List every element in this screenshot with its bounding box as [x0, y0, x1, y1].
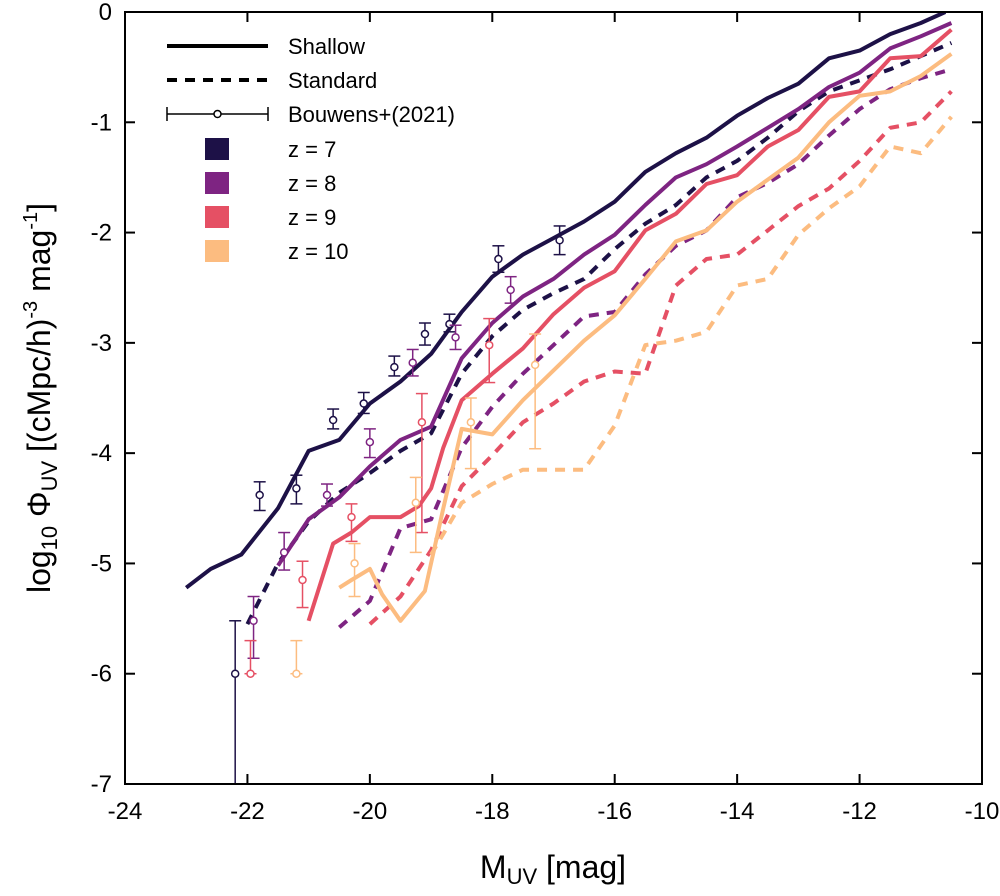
y-tick-label: -7: [91, 771, 112, 798]
obs-z8-3-point: [365, 437, 375, 447]
series-line-z8-shallow: [276, 21, 953, 567]
x-tick-label: -18: [475, 798, 510, 825]
legend-swatch-z9: [205, 206, 229, 228]
legend-swatch-z8: [205, 172, 229, 194]
x-axis-label: MUV [mag]: [480, 849, 626, 889]
series-line-z9-standard: [368, 89, 953, 626]
observations-layer: [229, 225, 566, 784]
legend-redshift-label: z = 7: [288, 137, 336, 162]
series-line-z9-shallow: [306, 28, 953, 622]
obs-z7-2-point: [292, 484, 301, 493]
obs-z9-3-point: [417, 418, 427, 427]
series-line-z8-standard: [337, 67, 952, 629]
y-axis-label: log10 ΦUV [(cMpc/h)-3 mag-1]: [20, 203, 62, 593]
y-tick-label: -4: [91, 440, 112, 467]
obs-z7-6-point: [420, 329, 430, 339]
legend-redshift-label: z = 10: [288, 239, 349, 264]
obs-z9-0-point: [246, 669, 255, 678]
obs-z7-5-point: [390, 362, 399, 372]
series-line-z10-standard: [429, 115, 953, 556]
series-line-z10-shallow: [338, 52, 953, 623]
obs-z10-1-point: [350, 559, 359, 568]
obs-z8-1-point: [279, 548, 289, 557]
x-tick-label: -14: [720, 798, 755, 825]
obs-z8-0-point: [249, 616, 258, 626]
obs-z10-3-point: [466, 418, 476, 427]
obs-z7-1-point: [255, 490, 264, 500]
obs-z10-4-point: [530, 360, 540, 370]
y-tick-label: 0: [99, 0, 112, 26]
legend-label: Bouwens+(2021): [288, 102, 455, 127]
x-tick-label: -22: [230, 798, 265, 825]
x-tick-label: -24: [108, 798, 143, 825]
x-tick-label: -10: [965, 798, 1000, 825]
x-tick-label: -20: [353, 798, 388, 825]
y-tick-label: -3: [91, 330, 112, 357]
y-tick-label: -1: [91, 109, 112, 136]
obs-z7-0-point: [230, 669, 240, 678]
obs-z7-7-point: [445, 319, 454, 329]
obs-z8-4-point: [408, 358, 417, 367]
series-line-z7-shallow: [184, 12, 947, 590]
obs-z7-3-point: [328, 415, 338, 425]
y-tick-label: -6: [91, 661, 112, 688]
obs-z8-5-point: [451, 333, 460, 342]
legend: Shallow Standard Bouwens+(2021) z = 7 z = 8 z…: [166, 34, 455, 264]
obs-z9-4-point: [484, 340, 494, 350]
x-tick-label: -12: [842, 798, 877, 825]
series-layer: [184, 12, 953, 629]
obs-z8-2-point: [322, 490, 332, 500]
legend-label: Standard: [288, 68, 377, 93]
legend-swatch-z7: [205, 138, 229, 160]
ticks-layer: -24 -22 -20 -18 -16 -14 -12 -10 0 -1 -2 -3 -4 -5 -6 -7: [91, 0, 1000, 825]
obs-z7-9-point: [555, 236, 564, 245]
obs-z7-8-point: [494, 254, 503, 264]
obs-z9-1-point: [298, 575, 307, 585]
obs-z8-6-point: [506, 285, 515, 295]
obs-z7-4-point: [359, 399, 368, 408]
legend-redshift-label: z = 8: [288, 171, 336, 196]
legend-label: Shallow: [288, 34, 365, 59]
plot-frame: [124, 11, 983, 785]
x-tick-label: -16: [597, 798, 632, 825]
legend-swatch-z10: [205, 240, 229, 262]
y-tick-label: -2: [91, 220, 112, 247]
y-tick-label: -5: [91, 550, 112, 577]
obs-z10-0-point: [292, 669, 301, 678]
obs-z9-2-point: [347, 512, 356, 522]
obs-z10-2-point: [411, 498, 421, 508]
legend-redshift-label: z = 9: [288, 205, 336, 230]
legend-errorbar-point: [213, 109, 222, 119]
series-line-z7-standard: [245, 41, 953, 626]
